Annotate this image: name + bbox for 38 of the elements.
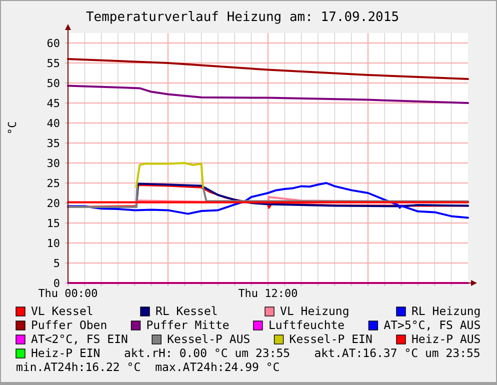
legend-label: Luftfeuchte xyxy=(268,318,345,332)
y-tick-label: 20 xyxy=(46,196,60,210)
text: max.AT24h:24.99 °C xyxy=(155,360,280,374)
y-tick-label: 60 xyxy=(46,36,60,50)
legend-label: VL Kessel xyxy=(31,304,94,318)
y-tick-label: 25 xyxy=(46,176,60,190)
legend-label: AT>5°C, FS AUS xyxy=(384,318,481,332)
text: min.AT24h:16.22 °C xyxy=(16,360,141,374)
legend-label: Heiz-P EIN xyxy=(31,346,100,360)
legend-label: Puffer Mitte xyxy=(146,318,230,332)
y-tick-label: 0 xyxy=(53,276,60,290)
x-tick-label: Thu 00:00 xyxy=(38,287,98,300)
line-series xyxy=(67,84,469,104)
legend-label: RL Heizung xyxy=(412,304,481,318)
y-tick-label: 55 xyxy=(46,56,60,70)
legend-label: Kessel-P EIN xyxy=(289,332,372,346)
line-series xyxy=(67,182,469,219)
chart-title: Temperaturverlauf Heizung am: 17.09.2015 xyxy=(86,10,400,25)
y-tick-label: 50 xyxy=(46,76,60,90)
legend-label: VL Heizung xyxy=(280,304,350,318)
legend-label: AT<2°C, FS EIN xyxy=(31,332,128,346)
text: akt.AT:16.37 °C um 23:55 xyxy=(314,346,480,360)
y-axis-title: °C xyxy=(6,121,19,135)
y-tick-label: 5 xyxy=(53,256,60,270)
y-tick-label: 45 xyxy=(46,96,60,110)
legend-label: Kessel-P AUS xyxy=(167,332,250,346)
legend-label: Heiz-P AUS xyxy=(412,332,481,346)
x-tick-label: Thu 12:00 xyxy=(238,287,298,300)
legend-label: Puffer Oben xyxy=(31,318,108,332)
y-tick-label: 35 xyxy=(46,136,60,150)
legend-label: RL Kessel xyxy=(156,304,218,318)
y-tick-label: 10 xyxy=(46,236,60,250)
line-series xyxy=(67,58,469,80)
line-series xyxy=(135,162,204,188)
y-tick-label: 30 xyxy=(46,156,60,170)
y-tick-label: 15 xyxy=(46,216,60,230)
text: akt.rH: 0.00 °C um 23:55 xyxy=(124,346,290,360)
y-tick-label: 40 xyxy=(46,116,60,130)
